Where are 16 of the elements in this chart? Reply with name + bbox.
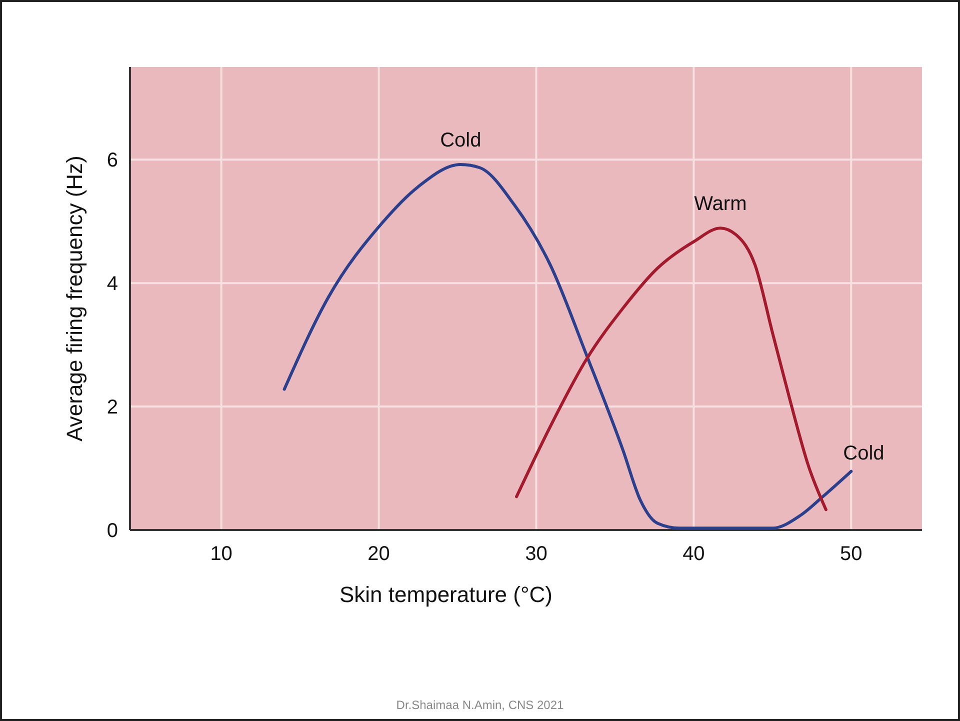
x-tick-label: 30 [525, 543, 548, 565]
y-tick-label: 4 [106, 273, 118, 296]
series-label: Cold [440, 130, 482, 152]
x-tick-label: 50 [840, 543, 862, 565]
y-tick-label: 6 [106, 150, 118, 172]
series-label: Warm [694, 193, 747, 216]
x-tick-label: 40 [682, 543, 705, 565]
annotation: Cold [843, 442, 884, 464]
text: Dr.Shaimaa N.Amin, CNS 2021 [396, 698, 564, 712]
x-tick-label: 10 [210, 543, 232, 565]
line-series [515, 226, 828, 512]
y-axis-title: Average firing frequency (Hz) [62, 156, 87, 442]
y-tick-label: 2 [106, 396, 118, 419]
x-axis-title: Skin temperature (°C) [340, 582, 552, 607]
y-tick-label: 0 [106, 520, 118, 542]
x-tick-label: 20 [368, 543, 390, 565]
